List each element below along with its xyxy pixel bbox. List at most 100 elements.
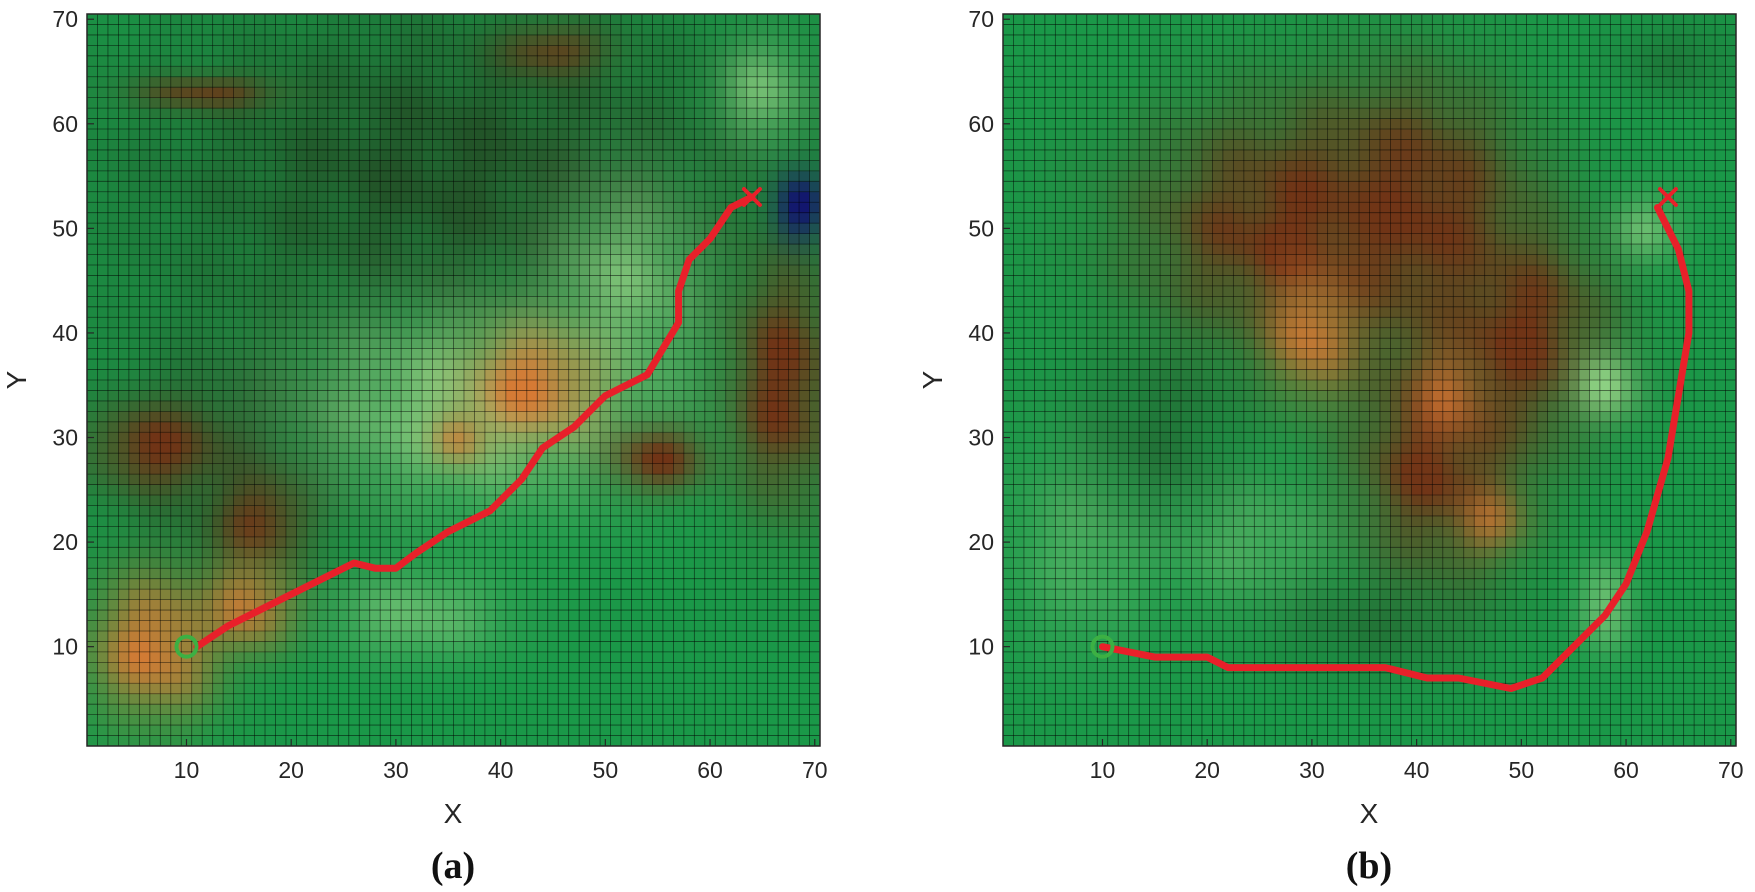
terrain-cell xyxy=(327,327,339,339)
terrain-cell xyxy=(107,233,119,245)
terrain-cell xyxy=(809,87,820,99)
terrain-cell xyxy=(495,411,507,423)
terrain-cell xyxy=(244,359,255,370)
terrain-cell xyxy=(652,254,664,266)
terrain-cell xyxy=(139,390,151,402)
terrain-cell xyxy=(128,327,140,339)
terrain-cell xyxy=(600,641,611,653)
terrain-cell xyxy=(537,338,549,350)
terrain-cell xyxy=(411,442,423,454)
terrain-cell xyxy=(275,149,287,161)
terrain-cell xyxy=(223,223,234,234)
terrain-cell xyxy=(484,317,496,329)
terrain-cell xyxy=(725,662,737,674)
terrain-cell xyxy=(359,170,371,182)
terrain-cell xyxy=(422,704,433,716)
terrain-cell xyxy=(505,66,517,78)
terrain-cell xyxy=(443,191,454,203)
terrain-cell xyxy=(495,463,507,475)
terrain-cell xyxy=(757,526,769,538)
terrain-cell xyxy=(474,97,486,109)
terrain-cell xyxy=(265,296,276,308)
terrain-cell xyxy=(516,400,528,412)
terrain-cell xyxy=(600,599,611,611)
terrain-cell xyxy=(757,296,769,308)
terrain-cell xyxy=(558,495,570,506)
terrain-cell xyxy=(453,641,465,653)
terrain-cell xyxy=(191,421,203,433)
terrain-cell xyxy=(641,463,653,475)
terrain-cell xyxy=(600,380,611,391)
terrain-cell xyxy=(495,432,507,444)
terrain-cell xyxy=(317,704,329,716)
terrain-cell xyxy=(432,442,444,454)
terrain-cell xyxy=(380,505,392,517)
terrain-cell xyxy=(631,202,643,214)
terrain-cell xyxy=(736,536,748,548)
terrain-cell xyxy=(233,620,245,632)
terrain-cell xyxy=(767,484,779,496)
terrain-cell xyxy=(317,557,329,569)
terrain-cell xyxy=(799,442,810,454)
terrain-cell xyxy=(683,97,695,109)
terrain-cell xyxy=(463,181,475,193)
terrain-cell xyxy=(390,704,402,716)
terrain-cell xyxy=(170,296,182,308)
terrain-cell xyxy=(505,317,517,329)
terrain-cell xyxy=(380,390,392,402)
terrain-cell xyxy=(107,149,119,161)
terrain-cell xyxy=(631,630,643,642)
terrain-cell xyxy=(778,296,789,308)
terrain-cell xyxy=(715,474,727,485)
terrain-cell xyxy=(516,421,528,433)
terrain-cell xyxy=(715,725,727,736)
terrain-cell xyxy=(390,285,402,297)
terrain-cell xyxy=(673,233,685,245)
terrain-cell xyxy=(453,484,465,496)
terrain-cell xyxy=(191,202,203,214)
terrain-cell xyxy=(799,129,810,140)
terrain-cell xyxy=(778,599,789,611)
terrain-cell xyxy=(704,557,716,569)
terrain-cell xyxy=(778,212,789,224)
terrain-cell xyxy=(327,390,339,402)
terrain-cell xyxy=(285,118,297,130)
terrain-cell xyxy=(558,380,570,391)
terrain-cell xyxy=(422,400,433,412)
terrain-cell xyxy=(505,610,517,621)
terrain-cell xyxy=(788,693,800,705)
terrain-cell xyxy=(432,380,444,391)
terrain-cell xyxy=(97,202,109,214)
terrain-cell xyxy=(589,34,601,46)
terrain-cell xyxy=(746,683,758,695)
terrain-cell xyxy=(683,34,695,46)
terrain-cell xyxy=(285,714,297,726)
terrain-cell xyxy=(380,306,392,318)
terrain-cell xyxy=(244,474,255,485)
terrain-cell xyxy=(212,735,224,746)
terrain-cell xyxy=(453,463,465,475)
terrain-cell xyxy=(715,317,727,329)
terrain-cell xyxy=(380,557,392,569)
terrain-cell xyxy=(788,55,800,67)
terrain-cell xyxy=(191,515,203,527)
terrain-cell xyxy=(338,160,350,172)
terrain-cell xyxy=(589,641,601,653)
terrain-cell xyxy=(704,725,716,736)
terrain-cell xyxy=(631,129,643,140)
terrain-cell xyxy=(725,630,737,642)
terrain-cell xyxy=(338,693,350,705)
terrain-cell xyxy=(411,34,423,46)
terrain-cell xyxy=(181,223,193,234)
terrain-cell xyxy=(411,400,423,412)
terrain-cell xyxy=(380,369,392,381)
terrain-cell xyxy=(327,118,339,130)
terrain-cell xyxy=(725,160,737,172)
terrain-cell xyxy=(715,515,727,527)
terrain-cell xyxy=(223,244,234,255)
terrain-cell xyxy=(202,338,214,350)
terrain-cell xyxy=(600,296,611,308)
terrain-cell xyxy=(757,725,769,736)
terrain-cell xyxy=(453,254,465,266)
terrain-cell xyxy=(694,693,706,705)
